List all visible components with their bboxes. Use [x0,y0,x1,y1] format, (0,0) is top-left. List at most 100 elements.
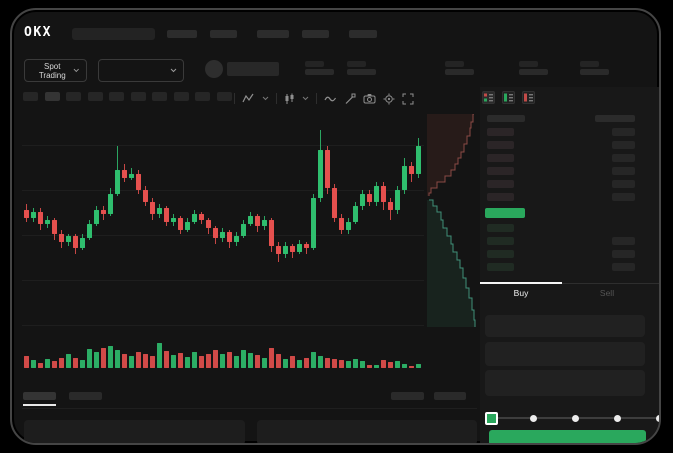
nav-item-placeholder[interactable] [210,30,237,38]
volume-bar [94,352,99,368]
volume-bar [339,360,344,368]
tab-sell[interactable]: Sell [599,288,615,298]
orderbook-bids-view-icon[interactable] [502,91,515,104]
orderbook-bid-row[interactable] [480,263,659,273]
nav-item-placeholder[interactable] [167,30,197,38]
order-form-field[interactable] [485,315,645,337]
orderbook-ask-row[interactable] [480,167,659,177]
search-input[interactable] [72,28,155,40]
timeframe-button[interactable] [131,92,146,101]
last-price-bar[interactable] [485,208,525,218]
chevron-down-icon[interactable] [262,96,269,101]
bid-amount-placeholder [612,263,635,271]
app-window: OKX Spot Trading [10,8,661,445]
orderbook-ask-row[interactable] [480,154,659,164]
order-form-field[interactable] [485,370,645,396]
slider-stop[interactable] [613,414,621,422]
depth-chart[interactable] [427,114,479,327]
timeframe-button[interactable] [88,92,103,101]
slider-stop[interactable] [655,414,659,422]
nav-item-placeholder[interactable] [257,30,289,38]
orderbook-bid-row[interactable] [480,250,659,260]
bottom-action-placeholder[interactable] [391,392,424,400]
pair-name-placeholder [227,62,279,76]
volume-bar [318,356,323,368]
slider-handle[interactable] [484,412,498,425]
timeframe-button[interactable] [217,92,232,101]
slider-stop[interactable] [571,414,579,422]
market-type-dropdown[interactable]: Spot Trading [24,59,87,82]
orderbook-bid-row[interactable] [480,224,659,234]
candle-body [192,214,197,222]
bottom-panel-placeholder[interactable] [24,420,245,443]
pair-coin-avatar [205,60,223,78]
tab-buy[interactable]: Buy [513,288,529,298]
candle-body [157,208,162,214]
volume-bar [360,361,365,368]
candle-body [353,206,358,222]
draw-tools-icon[interactable] [344,93,356,105]
orderbook-ask-row[interactable] [480,180,659,190]
fullscreen-icon[interactable] [402,93,414,105]
order-form-field[interactable] [485,342,645,366]
volume-bars[interactable] [22,340,424,368]
bottom-tab-placeholder[interactable] [69,392,102,400]
settings-gear-icon[interactable] [383,93,395,105]
bottom-panel-placeholder[interactable] [257,420,477,443]
nav-item-placeholder[interactable] [349,30,377,38]
candle-body [73,236,78,248]
candle-body [388,202,393,210]
volume-bar [87,349,92,368]
pair-selector-dropdown[interactable] [98,59,184,82]
candle-body [234,236,239,242]
bottom-tab-placeholder[interactable] [23,392,56,400]
volume-bar [122,354,127,368]
candle-body [318,150,323,198]
chart-toolbar [234,92,414,105]
candle-body [248,216,253,224]
orderbook-ask-row[interactable] [480,141,659,151]
orderbook-combined-view-icon[interactable] [482,91,495,104]
buy-submit-button[interactable] [489,430,646,443]
timeframe-button[interactable] [23,92,38,101]
nav-item-placeholder[interactable] [302,30,329,38]
chevron-down-icon [170,68,177,73]
candlestick-chart[interactable] [22,114,424,334]
ask-amount-placeholder [612,141,635,149]
timeframe-button[interactable] [152,92,167,101]
okx-logo[interactable]: OKX [24,25,52,40]
volume-bar [374,365,379,368]
indicators-icon[interactable] [242,93,255,104]
ask-amount-placeholder [612,193,635,201]
orderbook-ask-row[interactable] [480,128,659,138]
candle-body [143,190,148,202]
chart-type-candle-icon[interactable] [284,93,295,105]
orderbook-ask-row[interactable] [480,193,659,203]
timeframe-button[interactable] [109,92,124,101]
volume-bar [332,359,337,368]
orderbook-bid-row[interactable] [480,237,659,247]
volume-bar [45,359,50,368]
chevron-down-icon[interactable] [302,96,309,101]
volume-bar [311,352,316,368]
timeframe-button[interactable] [45,92,60,101]
timeframe-button[interactable] [174,92,189,101]
active-bottom-tab-underline [23,404,56,406]
stat-value-placeholder [580,69,609,75]
bottom-action-placeholder[interactable] [434,392,466,400]
ask-price-placeholder [487,141,514,149]
camera-snapshot-icon[interactable] [363,93,376,104]
stat-label-placeholder [519,61,538,67]
buy-sell-tabbar [480,283,659,284]
candle-body [38,212,43,224]
orderbook-asks-view-icon[interactable] [522,91,535,104]
line-style-icon[interactable] [324,94,337,103]
timeframe-button[interactable] [66,92,81,101]
ask-price-placeholder [487,167,514,175]
slider-stop[interactable] [529,414,537,422]
ask-amount-placeholder [612,180,635,188]
bid-amount-placeholder [612,237,635,245]
timeframe-button[interactable] [195,92,210,101]
volume-bar [290,356,295,368]
candle-body [227,232,232,242]
